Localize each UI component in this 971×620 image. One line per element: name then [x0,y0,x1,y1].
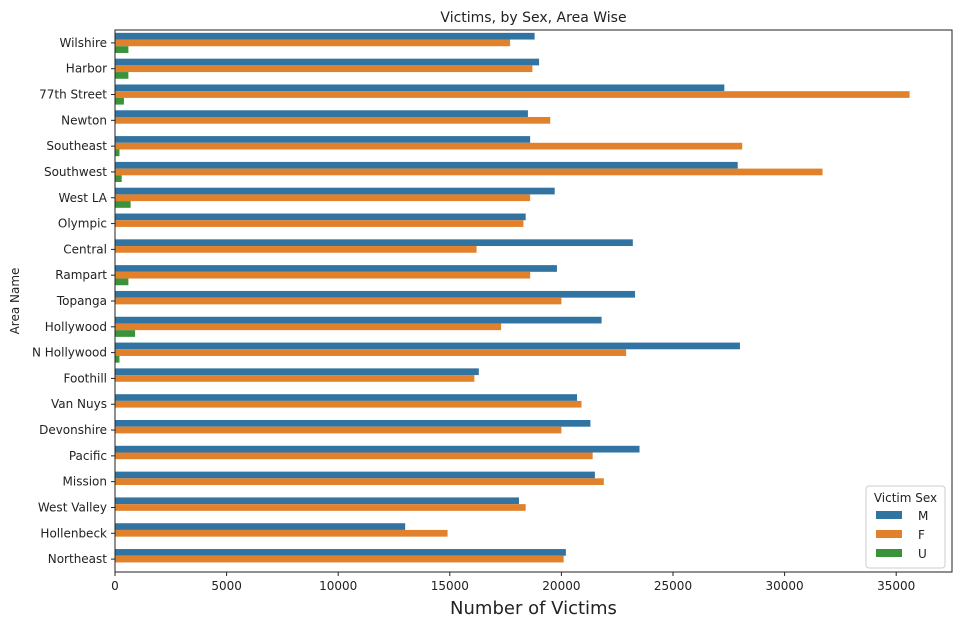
x-tick-label: 20000 [542,579,580,593]
bar-f-77th-street [115,91,910,98]
y-axis-label: Area Name [8,268,22,335]
bar-u-rampart [115,278,129,286]
bar-f-olympic [115,220,524,227]
y-tick-label: Central [63,242,107,256]
bar-f-southwest [115,168,823,176]
bar-f-northeast [115,555,564,563]
bar-f-west-valley [115,504,526,511]
bar-m-77th-street [115,84,725,92]
bar-m-van-nuys [115,394,578,401]
y-tick-label: Hollywood [45,320,107,334]
y-tick-label: Harbor [66,62,107,76]
bar-m-newton [115,110,528,117]
y-tick-label: Hollenbeck [40,526,107,540]
x-tick-label: 0 [111,579,119,593]
y-axis-ticks: Wilshire Harbor 77th Street Newton Southeast… [32,36,115,566]
bar-f-n-hollywood [115,349,627,356]
bar-m-hollywood [115,316,602,324]
bar-f-southeast [115,142,743,150]
legend-swatch-u [876,549,902,557]
bar-m-northeast [115,549,566,556]
bar-f-mission [115,478,604,486]
bar-f-hollenbeck [115,529,448,537]
x-tick-label: 35000 [877,579,915,593]
legend-label-m: M [918,509,928,523]
bar-m-olympic [115,213,526,221]
bar-m-topanga [115,290,636,298]
x-tick-label: 10000 [319,579,357,593]
bars-group [115,32,910,563]
bar-f-west-la [115,194,531,202]
bar-u-77th-street [115,97,124,105]
legend-title: Victim Sex [874,491,937,505]
legend: Victim Sex MFU [865,485,946,569]
y-tick-label: Newton [61,113,107,127]
bar-f-harbor [115,65,533,73]
y-tick-label: West LA [59,191,108,205]
bar-f-devonshire [115,426,562,434]
y-tick-label: Mission [63,475,107,489]
bar-m-west-valley [115,497,519,505]
bar-f-central [115,246,477,253]
bar-m-rampart [115,265,557,272]
x-tick-label: 15000 [431,579,469,593]
bar-u-n-hollywood [115,355,120,363]
bar-f-van-nuys [115,400,582,408]
bar-u-southeast [115,149,120,157]
bar-m-devonshire [115,419,591,427]
y-tick-label: Topanga [56,294,107,308]
bar-m-southeast [115,136,531,143]
y-tick-label: Van Nuys [51,397,107,411]
y-tick-label: Devonshire [39,423,107,437]
x-tick-label: 30000 [766,579,804,593]
y-tick-label: Pacific [69,449,107,463]
bar-f-foothill [115,375,475,382]
bar-u-west-la [115,201,131,208]
y-tick-label: Wilshire [59,36,107,50]
x-axis-ticks: 0 5000 10000 15000 20000 25000 30000 35000 [111,572,915,593]
y-tick-label: Northeast [48,552,108,566]
bar-f-topanga [115,297,562,305]
bar-m-hollenbeck [115,523,406,530]
x-tick-label: 25000 [654,579,692,593]
bar-m-wilshire [115,32,535,40]
bar-f-newton [115,116,551,124]
bar-m-mission [115,471,595,479]
bar-f-pacific [115,452,593,460]
bar-u-wilshire [115,46,129,53]
y-tick-label: West Valley [38,500,107,514]
bar-f-rampart [115,271,531,279]
bar-m-west-la [115,187,555,195]
y-tick-label: Olympic [58,217,107,231]
legend-label-f: F [918,528,925,542]
bar-f-hollywood [115,323,502,331]
bar-u-southwest [115,175,122,183]
bar-f-wilshire [115,39,511,47]
bar-m-harbor [115,58,540,66]
y-tick-label: N Hollywood [32,346,107,360]
y-tick-label: Foothill [64,371,107,385]
y-tick-label: 77th Street [39,88,107,102]
chart-title: Victims, by Sex, Area Wise [440,10,626,26]
legend-label-u: U [918,547,927,561]
x-axis-label: Number of Victims [450,598,617,619]
legend-box [865,485,946,569]
bar-u-hollywood [115,330,136,337]
bar-m-southwest [115,161,738,169]
y-tick-label: Rampart [55,268,107,282]
bar-m-central [115,239,633,247]
bar-m-n-hollywood [115,342,740,350]
bar-m-foothill [115,368,479,376]
y-tick-label: Southeast [46,139,107,153]
legend-swatch-m [876,511,902,519]
y-tick-label: Southwest [44,165,107,179]
legend-swatch-f [876,530,902,538]
legend-items: MFU [876,509,928,561]
plot-frame [114,29,953,573]
bar-u-harbor [115,72,129,79]
x-tick-label: 5000 [211,579,242,593]
bar-m-pacific [115,445,640,453]
